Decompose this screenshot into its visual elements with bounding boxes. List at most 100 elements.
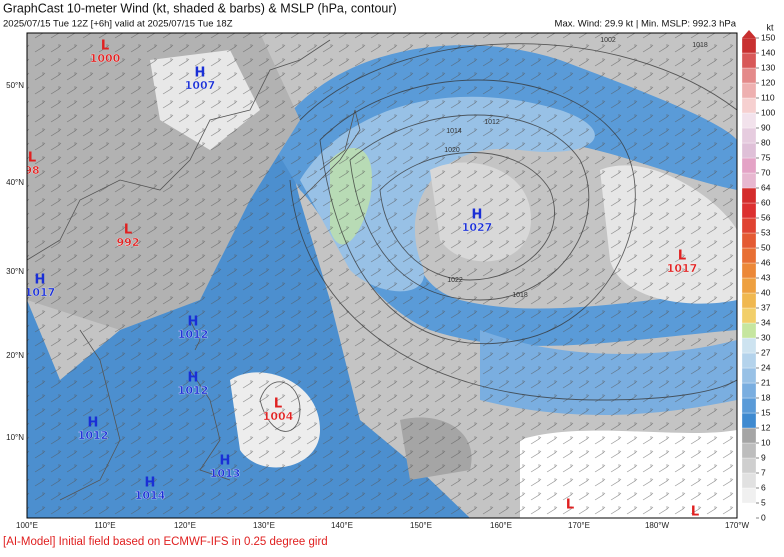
colorbar-label: 140 [761, 47, 775, 57]
lon-label: 140°E [331, 521, 353, 530]
colorbar-label: 70 [761, 167, 771, 177]
colorbar-label: 37 [761, 302, 771, 312]
colorbar-segment [741, 292, 757, 309]
lat-label: 30°N [6, 267, 24, 276]
colorbar-segment [741, 37, 757, 54]
pressure-value: 1007 [185, 79, 216, 92]
colorbar-segment [741, 172, 757, 189]
colorbar-segment [741, 382, 757, 399]
colorbar-segment [741, 307, 757, 324]
lon-label: 170°E [568, 521, 590, 530]
pressure-value: 98 [24, 164, 39, 177]
lon-label: 110°E [94, 521, 115, 530]
colorbar-label: 34 [761, 317, 771, 327]
pressure-value: 1012 [178, 384, 209, 397]
colorbar-label: 40 [761, 287, 771, 297]
pressure-symbol: H [188, 371, 199, 386]
colorbar-segment [741, 472, 757, 489]
colorbar-segment [741, 127, 757, 144]
colorbar-label: 5 [761, 497, 766, 507]
colorbar-segment [741, 427, 757, 444]
map-frame [26, 32, 738, 519]
colorbar-label: 18 [761, 392, 771, 402]
colorbar-label: 100 [761, 107, 775, 117]
pressure-symbol: L [678, 249, 686, 264]
colorbar-segment [741, 112, 757, 129]
pressure-value: 1012 [78, 429, 109, 442]
colorbar-label: 53 [761, 227, 771, 237]
pressure-symbol: H [188, 315, 199, 330]
pressure-value: 1012 [178, 328, 209, 341]
colorbar-label: 56 [761, 212, 771, 222]
lat-label: 20°N [6, 351, 24, 360]
pressure-symbol: H [472, 208, 483, 223]
pressure-symbol: H [145, 476, 156, 491]
pressure-symbol: L [28, 151, 36, 166]
pressure-value: 1000 [90, 52, 121, 65]
colorbar-segment [741, 142, 757, 159]
stats: Max. Wind: 29.9 kt | Min. MSLP: 992.3 hP… [555, 19, 737, 30]
contour-label: 1014 [446, 128, 462, 135]
pressure-value: 1017 [667, 262, 698, 275]
colorbar-label: 27 [761, 347, 771, 357]
pressure-symbol: L [566, 498, 574, 513]
colorbar-segment [741, 97, 757, 114]
colorbar-label: 110 [761, 92, 775, 102]
colorbar-label: 75 [761, 152, 771, 162]
contour-label: 1012 [484, 119, 500, 126]
colorbar-label: 21 [761, 377, 771, 387]
colorbar-label: 6 [761, 482, 766, 492]
pressure-symbol: H [88, 416, 99, 431]
colorbar-segment [741, 217, 757, 234]
colorbar-label: 46 [761, 257, 771, 267]
pressure-value: 1017 [25, 286, 56, 299]
colorbar-segment [741, 337, 757, 354]
contour-label: 1020 [444, 147, 460, 154]
colorbar-segment [741, 457, 757, 474]
colorbar-label: 10 [761, 437, 771, 447]
pressure-symbol: L [274, 397, 282, 412]
pressure-value: 1013 [210, 467, 241, 480]
lon-label: 170°W [725, 521, 750, 530]
colorbar-segment [741, 397, 757, 414]
lat-label: 50°N [6, 81, 24, 90]
colorbar-label: 80 [761, 137, 771, 147]
colorbar-segment [741, 82, 757, 99]
colorbar-arrow [742, 30, 756, 38]
lon-label: 150°E [410, 521, 432, 530]
colorbar-label: 90 [761, 122, 771, 132]
colorbar-label: 60 [761, 197, 771, 207]
colorbar-label: 120 [761, 77, 775, 87]
colorbar-segment [741, 442, 757, 459]
pressure-value: 1027 [462, 221, 493, 234]
lon-label: 100°E [16, 521, 38, 530]
colorbar-segment [741, 412, 757, 429]
pressure-symbol: L [101, 39, 109, 54]
pressure-symbol: L [691, 505, 699, 520]
colorbar-segment [741, 262, 757, 279]
pressure-symbol: H [220, 454, 231, 469]
colorbar-segment [741, 352, 757, 369]
pressure-value: 992 [117, 236, 140, 249]
lon-label: 160°E [490, 521, 512, 530]
colorbar-label: 12 [761, 422, 771, 432]
contour-label: 1018 [692, 42, 708, 49]
run-info: 2025/07/15 Tue 12Z [+6h] valid at 2025/0… [3, 19, 233, 30]
colorbar-segment [741, 202, 757, 219]
colorbar-segment [741, 367, 757, 384]
colorbar-segment [741, 502, 757, 519]
colorbar-label: 15 [761, 407, 771, 417]
colorbar-unit: kt [766, 22, 774, 32]
colorbar-label: 150 [761, 32, 775, 42]
colorbar-label: 30 [761, 332, 771, 342]
colorbar-segment [741, 247, 757, 264]
colorbar-segment [741, 487, 757, 504]
pressure-symbol: H [35, 273, 46, 288]
colorbar-label: 24 [761, 362, 771, 372]
colorbar-segment [741, 157, 757, 174]
contour-label: 1018 [512, 292, 528, 299]
footer-note: [AI-Model] Initial field based on ECMWF-… [3, 536, 328, 548]
title: GraphCast 10-meter Wind (kt, shaded & ba… [3, 1, 397, 15]
lat-label: 10°N [6, 433, 24, 442]
